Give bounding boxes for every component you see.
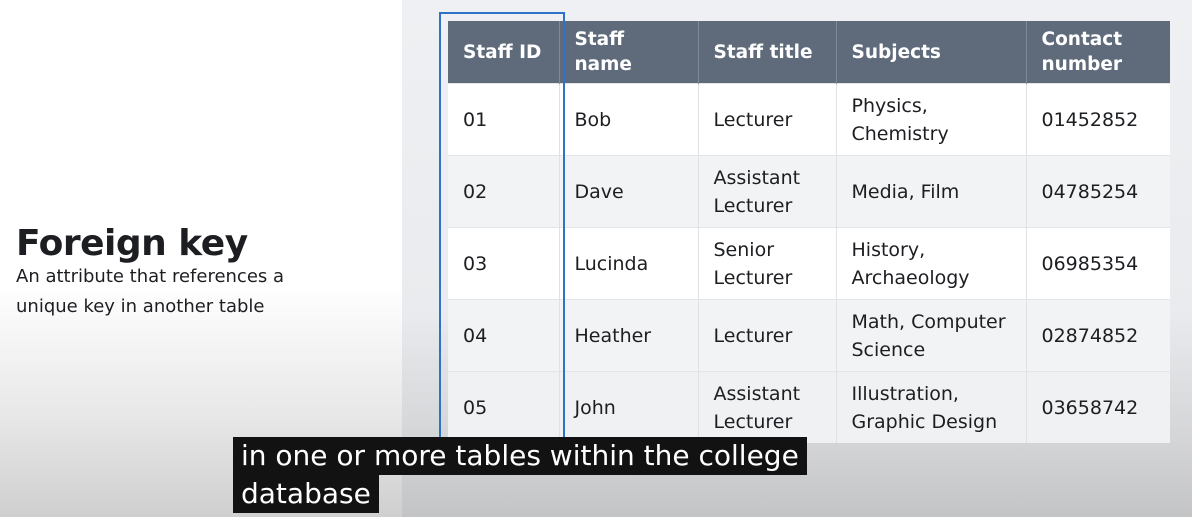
slide-text-block: Foreign key An attribute that references… [16, 222, 396, 322]
header-staff-title: Staff title [698, 21, 837, 84]
cell-staff-id: 04 [448, 299, 560, 372]
cell-staff-title: Lecturer [698, 83, 837, 156]
header-subjects: Subjects [836, 21, 1027, 84]
cell-staff-id: 02 [448, 155, 560, 228]
cell-contact-number: 03658742 [1026, 371, 1170, 443]
cell-staff-title: Assistant Lecturer [698, 371, 837, 443]
cell-staff-id: 03 [448, 227, 560, 300]
table-row: 05 John Assistant Lecturer Illustration,… [448, 371, 1170, 443]
table-header-row: Staff ID Staff name Staff title Subjects… [448, 21, 1170, 84]
description-line-1: An attribute that references a [16, 266, 285, 287]
description-line-2: unique key in another table [16, 296, 265, 317]
cell-subjects: Math, Computer Science [836, 299, 1027, 372]
cell-staff-name: Heather [559, 299, 699, 372]
header-contact-number: Contact number [1026, 21, 1170, 84]
cell-staff-name: Bob [559, 83, 699, 156]
cell-subjects: Media, Film [836, 155, 1027, 228]
cell-staff-name: Dave [559, 155, 699, 228]
table-row: 01 Bob Lecturer Physics, Chemistry 01452… [448, 83, 1170, 156]
cell-staff-title: Assistant Lecturer [698, 155, 837, 228]
cell-contact-number: 04785254 [1026, 155, 1170, 228]
cell-staff-name: John [559, 371, 699, 443]
table-row: 03 Lucinda Senior Lecturer History, Arch… [448, 227, 1170, 300]
video-caption: in one or more tables within the college… [233, 437, 807, 513]
cell-subjects: History, Archaeology [836, 227, 1027, 300]
caption-line-2: database [233, 475, 379, 513]
cell-subjects: Physics, Chemistry [836, 83, 1027, 156]
cell-staff-name: Lucinda [559, 227, 699, 300]
cell-staff-id: 01 [448, 83, 560, 156]
cell-subjects: Illustration, Graphic Design [836, 371, 1027, 443]
cell-contact-number: 06985354 [1026, 227, 1170, 300]
header-staff-id: Staff ID [448, 21, 560, 84]
slide-description: An attribute that references a unique ke… [16, 262, 396, 322]
header-staff-name: Staff name [559, 21, 699, 84]
cell-staff-id: 05 [448, 371, 560, 443]
table-row: 04 Heather Lecturer Math, Computer Scien… [448, 299, 1170, 372]
cell-staff-title: Senior Lecturer [698, 227, 837, 300]
cell-contact-number: 01452852 [1026, 83, 1170, 156]
table-row: 02 Dave Assistant Lecturer Media, Film 0… [448, 155, 1170, 228]
cell-staff-title: Lecturer [698, 299, 837, 372]
staff-table: Staff ID Staff name Staff title Subjects… [448, 21, 1170, 443]
slide-heading: Foreign key [16, 223, 248, 264]
caption-line-1: in one or more tables within the college [233, 437, 807, 475]
cell-contact-number: 02874852 [1026, 299, 1170, 372]
